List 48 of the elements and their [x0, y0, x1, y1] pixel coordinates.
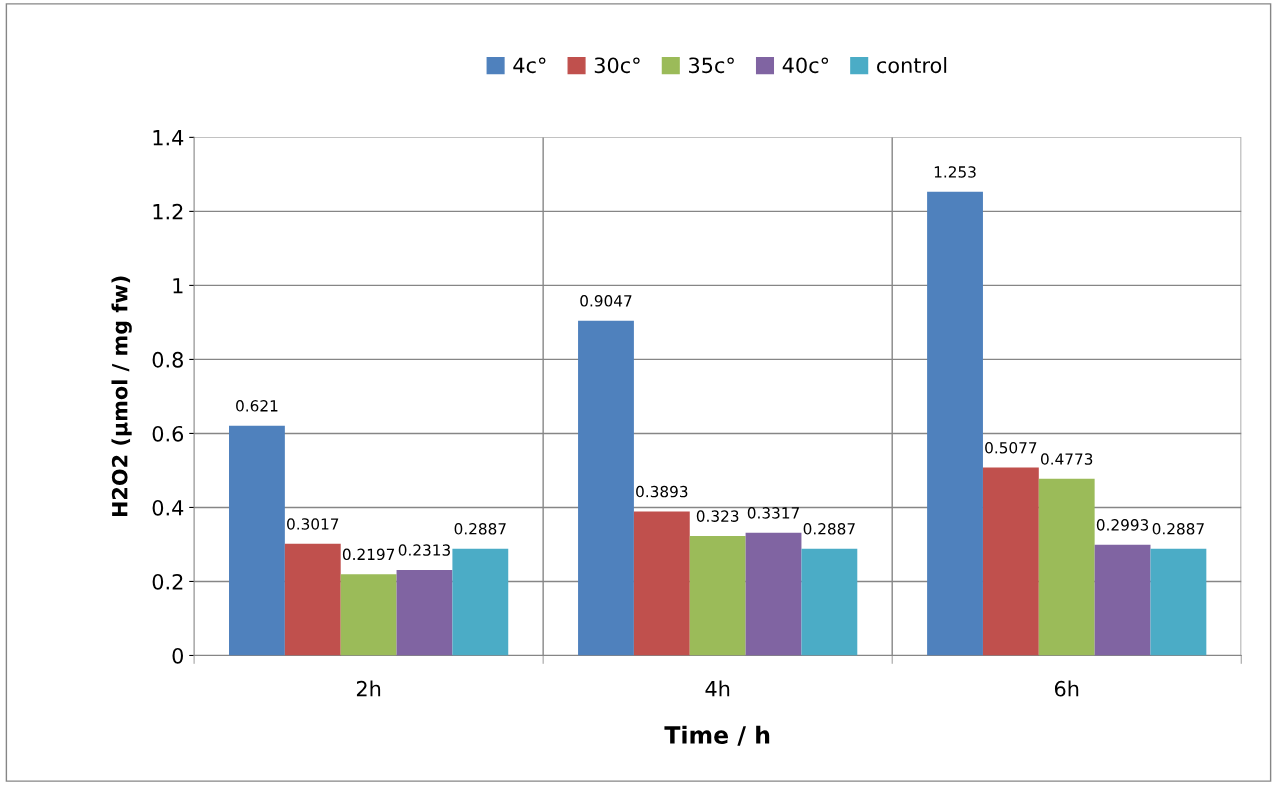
- bar: [801, 548, 858, 656]
- data-label: 0.2313: [398, 544, 450, 556]
- y-axis-title: H2O2 (µmol / mg fw): [111, 276, 132, 517]
- bar: [578, 320, 634, 656]
- data-label: 0.3893: [636, 485, 688, 498]
- x-tick-label: 4h: [705, 680, 730, 697]
- legend-label: control: [877, 57, 947, 74]
- data-label: 0.2887: [803, 523, 855, 535]
- x-tick-label: 2h: [356, 680, 381, 697]
- y-tick-label: 1.2: [153, 203, 183, 220]
- legend-label: 30c°: [594, 57, 640, 74]
- bar: [1094, 544, 1151, 656]
- bar: [745, 532, 802, 656]
- data-label: 0.9047: [580, 295, 632, 307]
- data-label: 0.2197: [342, 548, 395, 561]
- bar: [396, 569, 453, 656]
- data-label: 0.3017: [287, 518, 339, 530]
- data-label: 0.3317: [747, 507, 799, 519]
- bar: [633, 511, 690, 656]
- data-label: 0.2993: [1096, 519, 1149, 531]
- bar: [284, 543, 341, 656]
- data-label: 0.2887: [454, 523, 506, 535]
- y-tick-label: 0.4: [152, 499, 184, 516]
- bar: [927, 191, 983, 656]
- y-tick-label: 0: [172, 647, 183, 664]
- data-label: 0.5077: [985, 441, 1037, 454]
- y-tick-label: 1.4: [153, 130, 184, 146]
- bar: [229, 425, 285, 656]
- data-label: 0.4773: [1041, 453, 1093, 465]
- bar: [1038, 478, 1095, 656]
- legend-label: 35c°: [689, 57, 734, 74]
- data-label: 1.253: [934, 166, 976, 178]
- bar: [982, 467, 1039, 656]
- data-label: 0.621: [236, 400, 278, 412]
- x-tick-label: 6h: [1054, 680, 1079, 697]
- y-tick-label: 0.2: [152, 573, 183, 590]
- data-label: 0.2887: [1152, 523, 1204, 535]
- data-label: 0.323: [696, 510, 739, 522]
- legend-label: 4c°: [513, 57, 546, 74]
- bar: [340, 574, 397, 656]
- y-tick-label: 1: [173, 278, 183, 294]
- bar: [452, 548, 509, 656]
- legend-label: 40c°: [782, 57, 829, 74]
- bar: [689, 535, 746, 656]
- bar: [1150, 548, 1207, 656]
- y-tick-label: 0.8: [152, 351, 183, 368]
- x-axis-title: Time / h: [664, 725, 770, 746]
- y-tick-label: 0.6: [152, 425, 184, 442]
